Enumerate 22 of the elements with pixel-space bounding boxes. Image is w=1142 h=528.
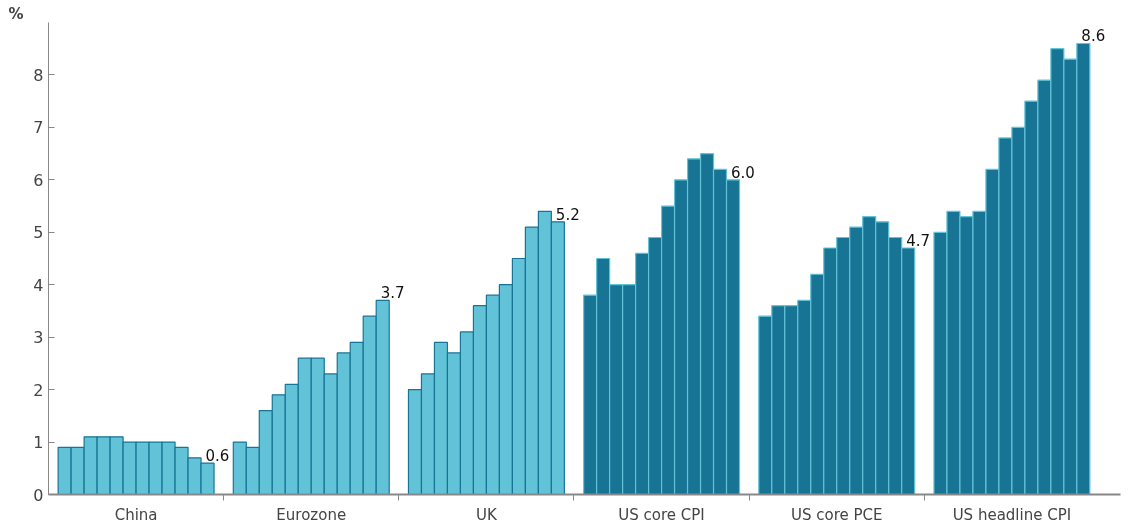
y-tick-label: 4	[33, 275, 44, 295]
x-tick-label: UK	[476, 505, 498, 524]
y-tick-label: 5	[33, 223, 44, 243]
x-tick-label: US core CPI	[618, 505, 705, 524]
data-label: 6.0	[731, 163, 755, 182]
x-tick-label: US core PCE	[790, 505, 883, 524]
x-tick-label: Eurozone	[276, 505, 347, 524]
y-tick-label: 0	[33, 485, 44, 505]
y-tick-label: 3	[33, 328, 44, 348]
data-label: 8.6	[1081, 27, 1106, 46]
y-tick-label: 1	[33, 433, 44, 453]
data-label: 0.6	[205, 447, 230, 466]
data-label: 3.7	[380, 284, 405, 303]
data-label: 4.7	[906, 232, 931, 251]
y-tick-label: 6	[33, 170, 44, 190]
y-tick-label: 2	[33, 380, 44, 400]
data-label: 5.2	[555, 205, 580, 224]
y-axis-title: %	[8, 4, 24, 23]
x-tick-label: US headline CPI	[952, 505, 1072, 524]
y-tick-label: 8	[33, 65, 44, 85]
x-tick-label: China	[114, 505, 158, 524]
y-tick-label: 7	[33, 118, 44, 138]
